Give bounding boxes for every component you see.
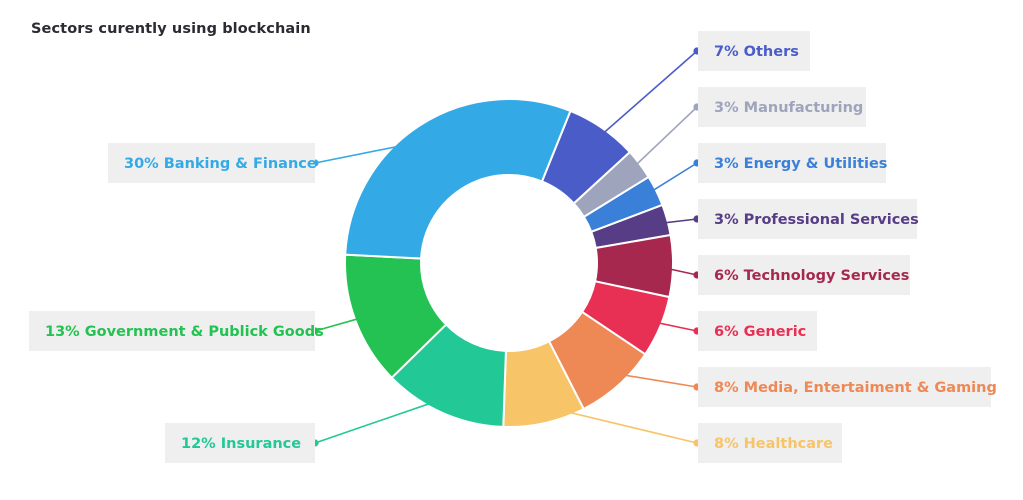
leader-dot-slice-insurance <box>446 392 454 401</box>
label-media-entertaiment-gaming: 8% Media, Entertaiment & Gaming <box>714 380 997 396</box>
slice-labels: 7% Others 3% Manufacturing 3% Energy & Uti… <box>29 31 997 463</box>
label-generic: 6% Generic <box>714 324 806 340</box>
label-healthcare: 8% Healthcare <box>714 436 833 452</box>
label-box-technology-services <box>698 255 910 295</box>
label-government-publick-goods: 13% Government & Publick Goods <box>45 324 324 340</box>
label-box-media-entertaiment-gaming <box>698 367 991 407</box>
label-box-generic <box>698 311 817 351</box>
leader-dot-slice-banking-finance <box>426 136 435 144</box>
label-manufacturing: 3% Manufacturing <box>714 100 863 116</box>
leader-line-media-entertaiment-gaming <box>605 371 698 388</box>
leader-dot-slice-generic <box>639 316 648 324</box>
leader-dot-slice-technology-services <box>651 262 659 270</box>
leader-line-others <box>591 50 698 144</box>
leader-dot-slice-energy-utilities <box>636 194 644 203</box>
leader-dot-slice-healthcare <box>537 401 545 410</box>
leader-line-energy-utilities <box>639 162 698 200</box>
label-technology-services: 6% Technology Services <box>714 268 909 284</box>
slice-banking-finance <box>344 98 572 260</box>
label-box-banking-finance <box>108 143 315 183</box>
label-box-manufacturing <box>698 87 866 127</box>
label-box-government-publick-goods <box>29 311 315 351</box>
donut-slices <box>344 98 674 428</box>
label-energy-utilities: 3% Energy & Utilities <box>714 156 887 172</box>
label-box-insurance <box>165 423 315 463</box>
leader-line-technology-services <box>654 264 698 276</box>
leader-dot-slice-media-entertaiment-gaming <box>602 368 610 376</box>
leader-lines <box>311 47 701 447</box>
label-professional-services: 3% Professional Services <box>714 212 919 228</box>
leader-dot-slice-professional-services <box>646 220 654 229</box>
label-box-healthcare <box>698 423 842 463</box>
leader-dot-slice-manufacturing <box>621 171 630 179</box>
leader-dot-slice-government-publick-goods <box>368 311 377 319</box>
leader-line-government-publick-goods <box>314 313 373 332</box>
chart-title: Sectors curently using blockchain <box>31 21 311 37</box>
label-insurance: 12% Insurance <box>181 436 301 452</box>
label-banking-finance: 30% Banking & Finance <box>124 156 317 172</box>
leader-line-banking-finance <box>314 139 431 164</box>
leader-line-healthcare <box>540 404 698 444</box>
label-box-others <box>698 31 810 71</box>
leader-line-generic <box>643 319 698 332</box>
label-box-energy-utilities <box>698 143 886 183</box>
label-box-professional-services <box>698 199 917 239</box>
label-others: 7% Others <box>714 44 799 60</box>
leader-line-professional-services <box>649 218 698 226</box>
leader-line-insurance <box>314 395 451 444</box>
leader-dot-slice-others <box>588 139 596 147</box>
leader-line-manufacturing <box>624 106 698 176</box>
